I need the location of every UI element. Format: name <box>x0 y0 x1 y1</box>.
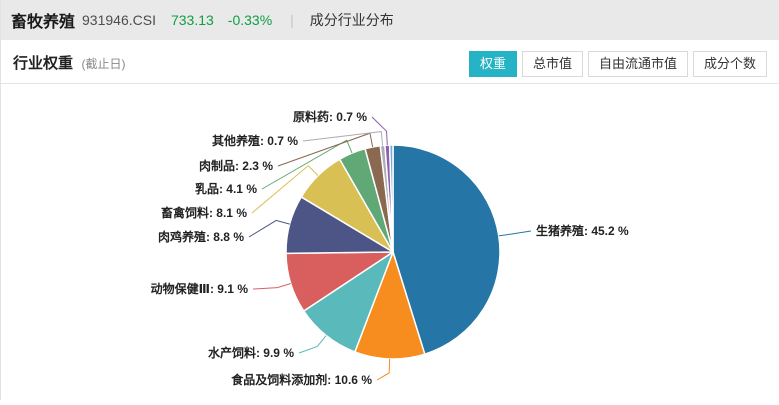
tab-total-market-cap[interactable]: 总市值 <box>521 51 583 77</box>
leader-line-9 <box>371 116 388 146</box>
pie-label-9: 原料药: 0.7 % <box>293 109 367 124</box>
section-title-wrap: 行业权重 (截止日) <box>13 52 125 73</box>
tab-constituent-count[interactable]: 成分个数 <box>692 51 767 77</box>
pie-label-3: 动物保健Ⅲ: 9.1 % <box>151 281 249 296</box>
pie-slices <box>285 144 501 360</box>
leader-line-5 <box>251 164 319 214</box>
section-toolbar: 行业权重 (截止日) 权重 总市值 自由流通市值 成分个数 <box>1 40 779 84</box>
leader-line-4 <box>248 219 290 238</box>
index-change-percent: -0.33% <box>227 12 273 28</box>
pie-labels: 生猪养殖: 45.2 % 食品及饲料添加剂: 10.6 % 水产饲料: 9.9 % 动… <box>151 109 629 387</box>
leader-line-0 <box>498 230 532 237</box>
pie-label-1: 食品及饲料添加剂: 10.6 % <box>230 372 372 387</box>
pie-label-6: 乳品: 4.1 % <box>195 181 257 196</box>
index-code: 931946.CSI <box>82 12 156 28</box>
pie-label-7: 肉制品: 2.3 % <box>199 158 273 173</box>
section-subtitle: (截止日) <box>81 57 126 71</box>
top-header-bar: 畜牧养殖 931946.CSI 733.13 -0.33% | 成分行业分布 <box>1 0 779 40</box>
pie-slice-1[interactable] <box>354 251 426 360</box>
leader-line-6 <box>261 139 353 190</box>
index-name: 畜牧养殖 <box>11 14 76 31</box>
header-divider: | <box>290 12 294 28</box>
tab-free-float-market-cap[interactable]: 自由流通市值 <box>587 51 688 77</box>
pie-slice-0[interactable] <box>392 144 501 355</box>
leader-line-3 <box>252 282 291 290</box>
leader-line-8 <box>302 131 384 146</box>
index-last-value: 733.13 <box>170 12 214 28</box>
pie-label-5: 畜禽饲料: 8.1 % <box>161 205 247 220</box>
pie-chart-svg: 生猪养殖: 45.2 % 食品及饲料添加剂: 10.6 % 水产饲料: 9.9 % 动… <box>151 109 629 387</box>
pie-label-2: 水产饲料: 9.9 % <box>208 345 294 360</box>
industry-weight-pie-chart: 生猪养殖: 45.2 % 食品及饲料添加剂: 10.6 % 水产饲料: 9.9 % 动… <box>1 85 779 400</box>
tab-weight[interactable]: 权重 <box>468 51 517 77</box>
pie-label-0: 生猪养殖: 45.2 % <box>536 223 629 238</box>
pie-label-8: 其他养殖: 0.7 % <box>212 133 298 148</box>
section-title: 行业权重 <box>13 55 74 72</box>
metric-tab-group: 权重 总市值 自由流通市值 成分个数 <box>464 51 767 77</box>
pie-slice-10[interactable] <box>388 144 394 253</box>
pie-label-4: 肉鸡养殖: 8.8 % <box>158 229 244 244</box>
leader-line-2 <box>298 335 327 354</box>
page-title: 成分行业分布 <box>309 12 394 28</box>
leader-line-1 <box>376 358 391 381</box>
leader-lines <box>248 116 532 381</box>
